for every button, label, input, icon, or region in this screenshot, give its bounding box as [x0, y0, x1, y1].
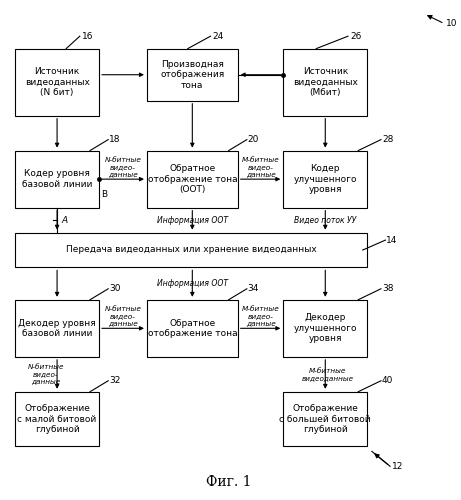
Text: 18: 18	[109, 135, 121, 144]
Text: Отображение
с малой битовой
глубиной: Отображение с малой битовой глубиной	[18, 404, 97, 434]
Text: 32: 32	[109, 376, 120, 386]
FancyBboxPatch shape	[147, 300, 238, 357]
Text: Отображение
с большей битовой
глубиной: Отображение с большей битовой глубиной	[279, 404, 371, 434]
Text: Кодер уровня
базовой линии: Кодер уровня базовой линии	[22, 170, 92, 189]
Text: Источник
видеоданных
(N бит): Источник видеоданных (N бит)	[24, 68, 89, 97]
Text: Кодер
улучшенного
уровня: Кодер улучшенного уровня	[294, 164, 357, 194]
Text: 12: 12	[392, 462, 404, 471]
Text: Декодер
улучшенного
уровня: Декодер улучшенного уровня	[294, 314, 357, 343]
Text: 16: 16	[82, 32, 94, 40]
Text: Обратное
отображение тона: Обратное отображение тона	[148, 318, 237, 338]
Text: 20: 20	[248, 135, 259, 144]
Text: Производная
отображения
тона: Производная отображения тона	[160, 60, 225, 90]
FancyBboxPatch shape	[283, 150, 367, 208]
Text: М-битные
видео-
данные: М-битные видео- данные	[242, 306, 279, 326]
Text: 10: 10	[446, 20, 457, 28]
FancyBboxPatch shape	[283, 392, 367, 446]
Text: Обратное
отображение тона
(ООТ): Обратное отображение тона (ООТ)	[148, 164, 237, 194]
Text: A: A	[62, 216, 68, 224]
Text: 24: 24	[213, 32, 224, 40]
Text: М-битные
видеоданные: М-битные видеоданные	[301, 368, 354, 381]
Text: 40: 40	[382, 376, 393, 386]
Text: 26: 26	[350, 32, 362, 40]
FancyBboxPatch shape	[15, 48, 99, 116]
Text: Источник
видеоданных
(Мбит): Источник видеоданных (Мбит)	[293, 68, 358, 97]
FancyBboxPatch shape	[15, 392, 99, 446]
FancyBboxPatch shape	[147, 48, 238, 101]
Text: 28: 28	[382, 135, 393, 144]
Text: Декодер уровня
базовой линии: Декодер уровня базовой линии	[18, 318, 96, 338]
Text: Передача видеоданных или хранение видеоданных: Передача видеоданных или хранение видеод…	[66, 246, 317, 254]
Text: N-битные
видео-
данные: N-битные видео- данные	[105, 156, 142, 176]
FancyBboxPatch shape	[283, 48, 367, 116]
FancyBboxPatch shape	[147, 150, 238, 208]
FancyBboxPatch shape	[15, 232, 367, 268]
Text: Информация ООТ: Информация ООТ	[157, 216, 228, 224]
Text: N-битные
видео-
данные: N-битные видео- данные	[28, 364, 64, 384]
Text: Информация ООТ: Информация ООТ	[157, 279, 228, 288]
FancyBboxPatch shape	[283, 300, 367, 357]
Text: B: B	[101, 190, 107, 198]
Text: N-битные
видео-
данные: N-битные видео- данные	[105, 306, 142, 326]
FancyBboxPatch shape	[15, 300, 99, 357]
Text: 30: 30	[109, 284, 121, 294]
FancyBboxPatch shape	[15, 150, 99, 208]
Text: М-битные
видео-
данные: М-битные видео- данные	[242, 156, 279, 176]
Text: 38: 38	[382, 284, 393, 294]
Text: 14: 14	[386, 236, 398, 244]
Text: 34: 34	[248, 284, 259, 294]
Text: Видео поток УУ: Видео поток УУ	[294, 216, 356, 224]
Text: Фиг. 1: Фиг. 1	[206, 474, 251, 488]
